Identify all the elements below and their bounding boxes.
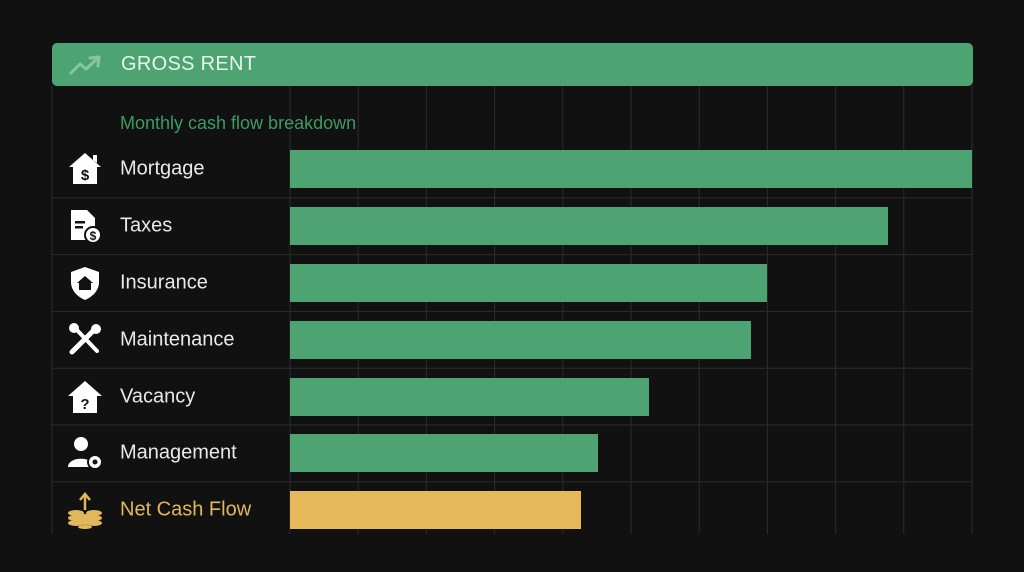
bar-taxes: [290, 207, 889, 246]
user-gear-icon: [66, 434, 104, 472]
gross-rent-header: GROSS RENT: [52, 43, 973, 86]
wrench-screwdriver-icon: [66, 321, 104, 359]
svg-text:$: $: [90, 229, 97, 243]
category-label: Mortgage: [120, 157, 205, 180]
bar-vacancy: [290, 377, 649, 416]
category-label: Net Cash Flow: [120, 498, 252, 521]
bar-maintenance: [290, 320, 752, 359]
shield-house-icon: [66, 264, 104, 302]
category-label: Insurance: [120, 271, 208, 294]
bar-net-cash-flow: [290, 491, 582, 530]
bar-mortgage: [290, 150, 972, 189]
svg-text:?: ?: [80, 396, 89, 413]
svg-text:$: $: [81, 167, 90, 184]
bar-insurance: [290, 264, 768, 302]
trending-up-icon: [69, 55, 101, 74]
house-question-icon: ?: [66, 378, 104, 416]
category-label: Maintenance: [120, 328, 235, 351]
document-dollar-icon: $: [66, 207, 104, 245]
bar-management: [290, 434, 599, 473]
category-label: Management: [120, 441, 237, 464]
chart-subtitle: Monthly cash flow breakdown: [120, 113, 357, 133]
coins-up-icon: [66, 491, 104, 530]
header-title: GROSS RENT: [121, 53, 257, 75]
category-label: Taxes: [120, 214, 173, 237]
house-dollar-icon: $: [66, 150, 104, 188]
category-label: Vacancy: [120, 385, 196, 408]
